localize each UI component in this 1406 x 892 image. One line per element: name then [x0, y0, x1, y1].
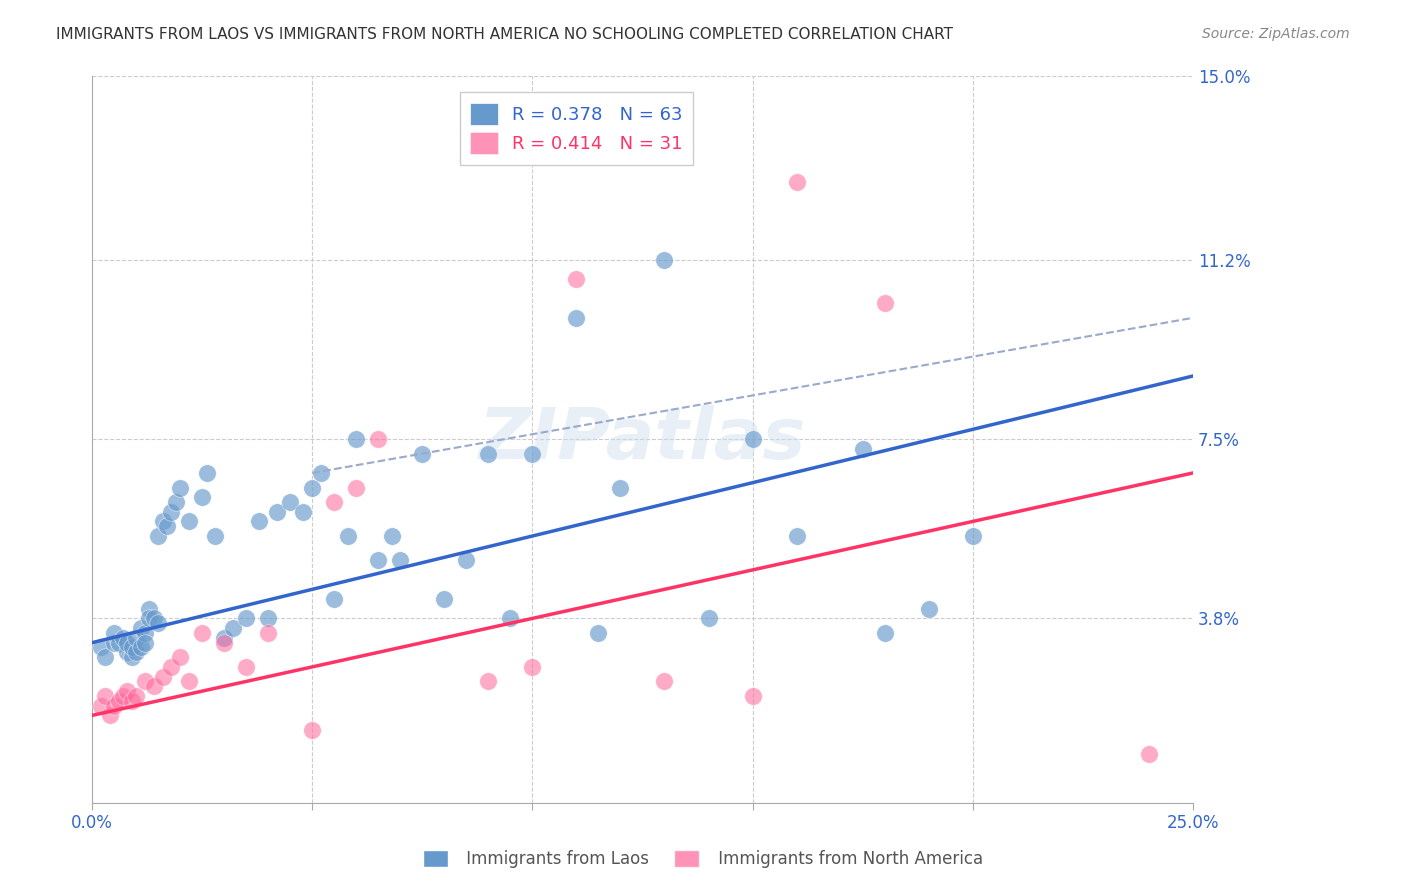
- Point: [125, 631, 148, 645]
- Point: [160, 505, 183, 519]
- Point: [389, 553, 412, 567]
- Point: [222, 621, 245, 635]
- Point: [873, 626, 896, 640]
- Point: [134, 635, 156, 649]
- Point: [103, 626, 125, 640]
- Point: [477, 447, 499, 461]
- Point: [90, 698, 112, 713]
- Point: [94, 650, 117, 665]
- Point: [169, 481, 191, 495]
- Point: [177, 674, 200, 689]
- Point: [103, 635, 125, 649]
- Point: [103, 698, 125, 713]
- Point: [94, 689, 117, 703]
- Point: [111, 631, 134, 645]
- Point: [121, 640, 143, 655]
- Point: [177, 515, 200, 529]
- Point: [121, 650, 143, 665]
- Point: [212, 631, 235, 645]
- Point: [609, 481, 631, 495]
- Point: [873, 296, 896, 310]
- Point: [309, 466, 332, 480]
- Point: [191, 626, 214, 640]
- Point: [433, 592, 456, 607]
- Point: [165, 495, 187, 509]
- Point: [323, 592, 346, 607]
- Point: [160, 660, 183, 674]
- Point: [344, 481, 367, 495]
- Point: [499, 611, 522, 625]
- Point: [152, 669, 174, 683]
- Point: [741, 689, 763, 703]
- Point: [134, 626, 156, 640]
- Point: [148, 616, 170, 631]
- Point: [129, 640, 152, 655]
- Point: [235, 660, 257, 674]
- Point: [565, 310, 588, 325]
- Point: [191, 490, 214, 504]
- Point: [138, 601, 160, 615]
- Point: [129, 621, 152, 635]
- Point: [117, 635, 139, 649]
- Point: [786, 529, 808, 543]
- Point: [90, 640, 112, 655]
- Point: [917, 601, 939, 615]
- Point: [278, 495, 301, 509]
- Point: [786, 175, 808, 189]
- Point: [565, 272, 588, 286]
- Point: [249, 515, 271, 529]
- Point: [852, 442, 875, 456]
- Point: [344, 432, 367, 446]
- Point: [301, 723, 323, 737]
- Point: [323, 495, 346, 509]
- Point: [142, 611, 165, 625]
- Point: [117, 684, 139, 698]
- Text: Source: ZipAtlas.com: Source: ZipAtlas.com: [1202, 27, 1350, 41]
- Point: [697, 611, 720, 625]
- Point: [266, 505, 288, 519]
- Point: [522, 447, 544, 461]
- Point: [301, 481, 323, 495]
- Point: [204, 529, 226, 543]
- Text: ZIPatlas: ZIPatlas: [479, 405, 806, 474]
- Point: [212, 635, 235, 649]
- Point: [336, 529, 359, 543]
- Point: [257, 611, 280, 625]
- Point: [152, 515, 174, 529]
- Legend: R = 0.378   N = 63, R = 0.414   N = 31: R = 0.378 N = 63, R = 0.414 N = 31: [460, 92, 693, 165]
- Point: [380, 529, 402, 543]
- Point: [411, 447, 433, 461]
- Point: [257, 626, 280, 640]
- Point: [367, 432, 389, 446]
- Point: [292, 505, 315, 519]
- Point: [125, 689, 148, 703]
- Point: [107, 635, 129, 649]
- Legend:  Immigrants from Laos,  Immigrants from North America: Immigrants from Laos, Immigrants from No…: [416, 843, 990, 875]
- Point: [456, 553, 478, 567]
- Point: [169, 650, 191, 665]
- Point: [741, 432, 763, 446]
- Point: [654, 674, 676, 689]
- Point: [121, 694, 143, 708]
- Point: [148, 529, 170, 543]
- Point: [195, 466, 218, 480]
- Point: [156, 519, 179, 533]
- Point: [138, 611, 160, 625]
- Point: [1137, 747, 1160, 761]
- Point: [962, 529, 984, 543]
- Point: [522, 660, 544, 674]
- Point: [111, 689, 134, 703]
- Point: [98, 708, 121, 723]
- Point: [117, 645, 139, 659]
- Point: [107, 694, 129, 708]
- Point: [654, 252, 676, 267]
- Point: [125, 645, 148, 659]
- Point: [134, 674, 156, 689]
- Text: IMMIGRANTS FROM LAOS VS IMMIGRANTS FROM NORTH AMERICA NO SCHOOLING COMPLETED COR: IMMIGRANTS FROM LAOS VS IMMIGRANTS FROM …: [56, 27, 953, 42]
- Point: [588, 626, 610, 640]
- Point: [235, 611, 257, 625]
- Point: [142, 679, 165, 693]
- Point: [367, 553, 389, 567]
- Point: [477, 674, 499, 689]
